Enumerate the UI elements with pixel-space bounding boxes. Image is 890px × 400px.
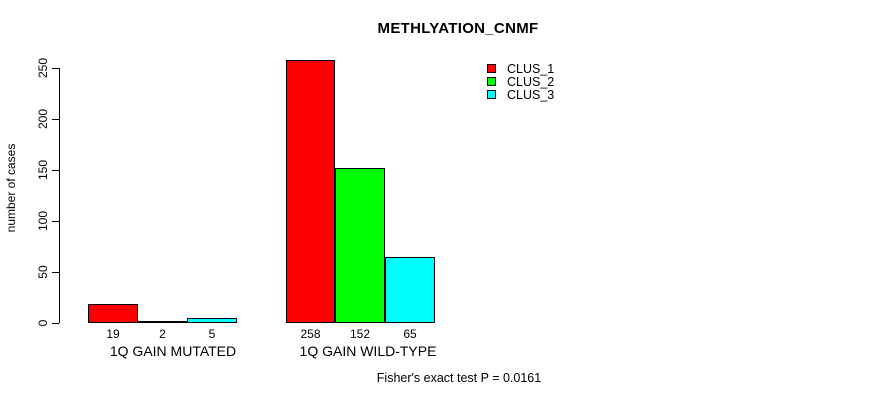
y-tick-label: 250 [36, 57, 50, 79]
legend-swatch-clus-1-icon [487, 64, 496, 73]
y-axis-tick [52, 170, 59, 171]
bar-clus_3-group2 [385, 257, 435, 323]
bar-value-label: 2 [159, 327, 166, 341]
y-axis-tick [52, 272, 59, 273]
x-group-label-wildtype: 1Q GAIN WILD-TYPE [299, 343, 437, 359]
y-tick-label: 0 [36, 319, 50, 327]
legend-item-clus-1: CLUS_1 [487, 61, 555, 76]
y-axis-line [59, 68, 60, 323]
legend-swatch-clus-3-icon [487, 90, 496, 99]
bar-value-label: 65 [403, 327, 417, 341]
y-axis-tick [52, 119, 59, 120]
legend-label-clus-1: CLUS_1 [507, 61, 555, 76]
y-tick-label: 150 [36, 159, 50, 181]
fisher-test-annotation: Fisher's exact test P = 0.0161 [376, 371, 542, 385]
y-axis-tick [52, 221, 59, 222]
chart-title: METHLYATION_CNMF [377, 20, 539, 37]
y-axis-label: number of cases [4, 143, 18, 233]
legend-item-clus-3: CLUS_3 [487, 87, 555, 102]
bar-value-label: 5 [208, 327, 216, 341]
legend-label-clus-3: CLUS_3 [507, 87, 555, 102]
y-tick-label: 200 [36, 108, 50, 130]
bar-value-label: 152 [349, 327, 371, 341]
y-axis-tick [52, 68, 59, 69]
bar-value-label: 19 [106, 327, 120, 341]
legend: CLUS_1 CLUS_2 CLUS_3 [487, 61, 555, 102]
bar-clus_3-group1 [187, 318, 237, 323]
bar-clus_2-group2 [335, 168, 385, 323]
legend-swatch-clus-2-icon [487, 77, 496, 86]
y-axis-tick [52, 323, 59, 324]
x-group-label-mutated: 1Q GAIN MUTATED [109, 343, 237, 359]
bar-clus_2-group1 [138, 321, 187, 323]
legend-label-clus-2: CLUS_2 [507, 74, 555, 89]
bar-value-label: 258 [300, 327, 321, 341]
bar-clus_1-group1 [88, 304, 138, 323]
y-tick-label: 50 [36, 265, 50, 279]
bar-clus_1-group2 [286, 60, 335, 323]
y-tick-label: 100 [36, 210, 50, 232]
legend-item-clus-2: CLUS_2 [487, 74, 555, 89]
